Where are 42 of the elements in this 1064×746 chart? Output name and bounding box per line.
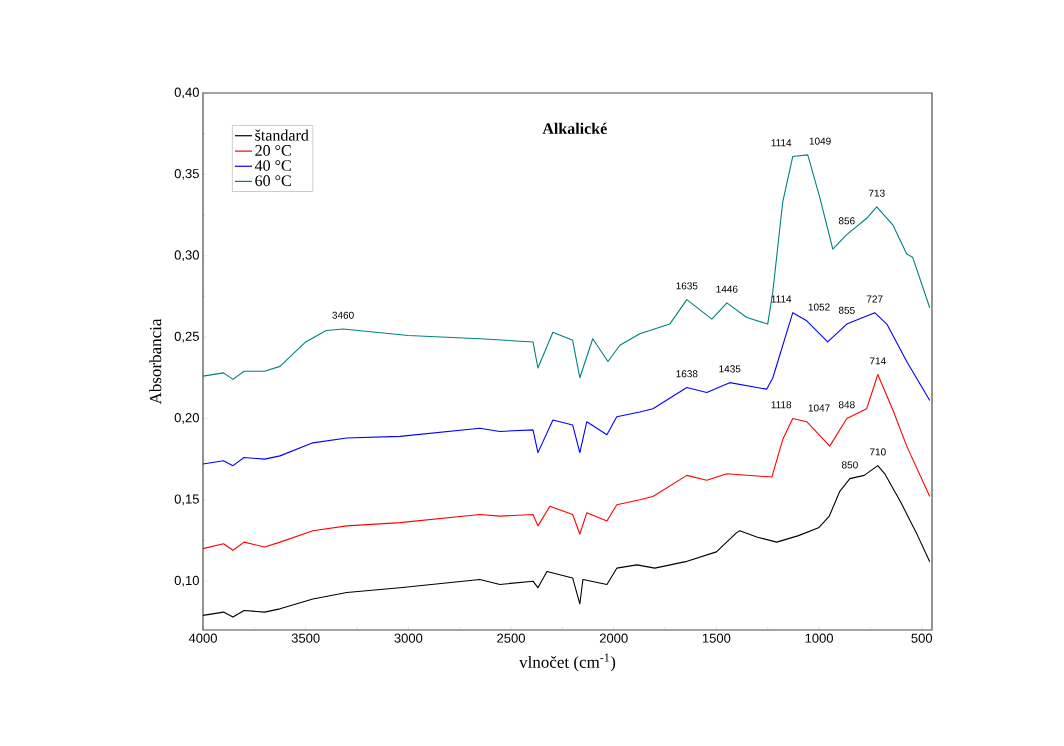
x-tick-label: 1000 <box>805 633 834 643</box>
x-tick-label: 500 <box>911 633 933 643</box>
legend-label: štandard <box>255 129 309 141</box>
y-tick-label: 0,20 <box>174 413 199 424</box>
annotation: 727 <box>866 295 883 303</box>
annotation: 1118 <box>771 401 792 409</box>
y-tick-label: 0,30 <box>174 250 199 262</box>
annotation: 850 <box>841 461 858 469</box>
annotation: 1114 <box>771 139 792 147</box>
annotation: 1635 <box>676 282 698 290</box>
x-tick-label: 2000 <box>599 633 628 643</box>
legend-label: 40 °C <box>254 160 291 171</box>
annotation: 1435 <box>719 365 741 373</box>
y-tick-label: 0,40 <box>174 87 199 99</box>
annotation: 856 <box>838 217 855 225</box>
legend-label: 60 °C <box>255 175 291 187</box>
annotation: 848 <box>838 401 855 409</box>
legend-label: 20 °C <box>255 145 291 156</box>
y-tick-label: 0,35 <box>174 168 199 180</box>
x-tick-label: 3500 <box>291 633 320 643</box>
x-tick-label: 3000 <box>394 633 423 643</box>
annotation: 855 <box>838 306 855 314</box>
annotation: 710 <box>869 448 886 456</box>
x-tick-label: 1500 <box>702 633 731 643</box>
annotation: 3460 <box>332 311 354 319</box>
annotation: 713 <box>868 189 885 197</box>
x-axis-title: vlnočet (cm$^{-1}$) <box>519 653 616 672</box>
annotation: 1052 <box>808 303 830 311</box>
annotation: 714 <box>869 357 886 365</box>
annotation: 1638 <box>676 370 698 378</box>
y-tick-label: 0,15 <box>174 494 199 506</box>
y-axis-title: Absorbancia <box>149 318 162 405</box>
text: Alkalické <box>542 122 607 135</box>
annotation: 1047 <box>808 404 830 412</box>
line-series <box>202 312 931 467</box>
y-tick-label: 0,25 <box>174 331 199 343</box>
x-tick-label: 2500 <box>497 633 525 643</box>
annotation: 1049 <box>809 137 831 145</box>
annotation: 1446 <box>716 285 738 293</box>
x-tick-label: 4000 <box>188 633 217 643</box>
y-tick-label: 0,10 <box>174 575 199 587</box>
line-series <box>202 154 931 380</box>
